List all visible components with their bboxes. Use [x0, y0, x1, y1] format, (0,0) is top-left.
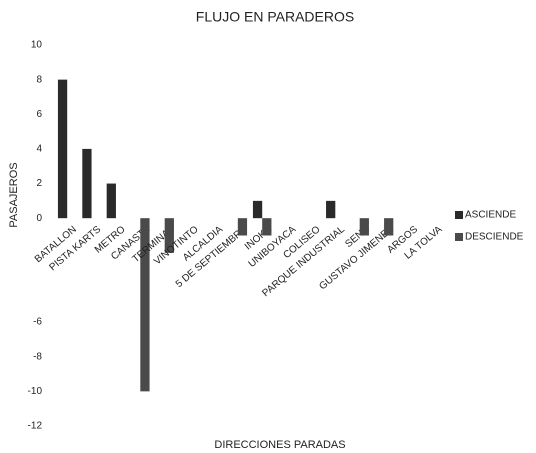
- legend-swatch: [455, 233, 463, 241]
- legend-label: ASCIENDE: [465, 210, 516, 221]
- y-tick-label: -6: [33, 317, 42, 328]
- y-tick-label: 6: [36, 109, 42, 120]
- y-tick-label: 4: [36, 144, 42, 155]
- legend-swatch: [455, 211, 463, 219]
- bar: [57, 79, 68, 219]
- y-tick-label: -12: [28, 421, 43, 432]
- x-axis-title: DIRECCIONES PARADAS: [214, 439, 345, 451]
- y-tick-label: 2: [36, 178, 42, 189]
- chart-title: FLUJO EN PARADEROS: [196, 9, 354, 25]
- y-tick-label: -8: [33, 351, 42, 362]
- y-tick-label: 0: [36, 213, 42, 224]
- legend-label: DESCIENDE: [465, 232, 524, 243]
- bar: [384, 218, 394, 236]
- bar: [140, 218, 150, 392]
- bar: [106, 183, 116, 219]
- y-tick-label: 10: [31, 40, 43, 51]
- bar: [262, 218, 272, 236]
- bar: [326, 200, 336, 219]
- bar: [82, 148, 92, 219]
- bar: [164, 218, 174, 253]
- y-tick-label: -10: [28, 386, 43, 397]
- y-axis-title: PASAJEROS: [8, 162, 20, 227]
- bar: [252, 200, 263, 219]
- bar: [237, 218, 248, 236]
- y-tick-label: 8: [36, 74, 42, 85]
- bar: [359, 218, 369, 236]
